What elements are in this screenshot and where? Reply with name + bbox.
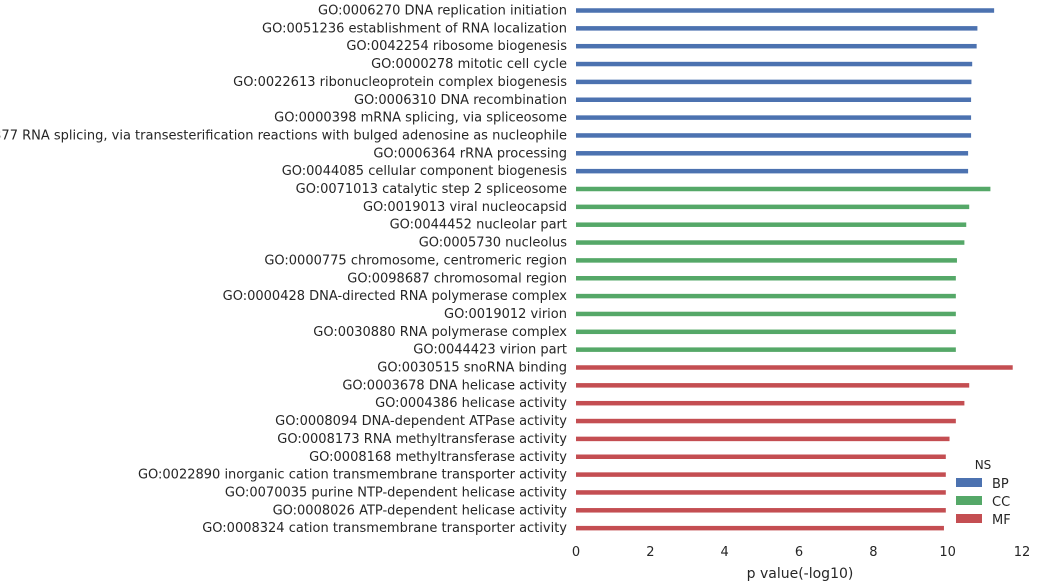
bar-bp-1 <box>576 26 978 31</box>
bars <box>576 8 1013 531</box>
bar-cc-13 <box>576 240 965 245</box>
category-label: GO:0006364 rRNA processing <box>373 146 567 161</box>
legend: NS BP CC MF <box>956 458 1011 528</box>
bar-mf-25 <box>576 454 946 459</box>
x-tick-label: 6 <box>795 545 803 560</box>
category-label: GO:0022890 inorganic cation transmembran… <box>138 468 567 483</box>
category-label: GO:0000278 mitotic cell cycle <box>371 57 567 72</box>
category-label: GO:0019013 viral nucleocapsid <box>363 200 567 215</box>
category-label: GO:0044423 virion part <box>413 343 567 358</box>
bar-bp-9 <box>576 168 969 174</box>
bar-cc-18 <box>576 329 956 335</box>
bar-cc-16 <box>576 293 956 299</box>
x-tick-label: 10 <box>939 545 956 560</box>
bar-bp-6 <box>576 115 972 120</box>
bar-bp-5 <box>576 97 972 102</box>
legend-label-bp: BP <box>992 477 1009 492</box>
bar-mf-27 <box>576 490 946 495</box>
category-label: GO:0000377 RNA splicing, via transesteri… <box>0 128 567 143</box>
bar-cc-11 <box>576 204 970 210</box>
x-tick-label: 2 <box>646 545 654 560</box>
category-label: GO:0000775 chromosome, centromeric regio… <box>264 253 567 268</box>
bar-bp-2 <box>576 43 977 49</box>
category-label: GO:0008026 ATP-dependent helicase activi… <box>273 503 568 518</box>
legend-label-cc: CC <box>992 495 1010 510</box>
legend-label-mf: MF <box>992 513 1011 528</box>
category-label: GO:0098687 chromosomal region <box>347 271 567 286</box>
category-label: GO:0005730 nucleolus <box>419 236 568 251</box>
category-label: GO:0008173 RNA methyltransferase activit… <box>277 432 567 447</box>
category-label: GO:0008324 cation transmembrane transpor… <box>202 521 567 536</box>
bar-mf-29 <box>576 525 944 531</box>
category-label: GO:0070035 purine NTP-dependent helicase… <box>225 485 567 500</box>
category-label: GO:0022613 ribonucleoprotein complex bio… <box>233 75 567 90</box>
category-label: GO:0044452 nucleolar part <box>390 218 567 233</box>
category-label: GO:0000428 DNA-directed RNA polymerase c… <box>223 289 568 304</box>
bar-bp-8 <box>576 151 969 156</box>
bar-mf-22 <box>576 400 965 406</box>
bar-cc-12 <box>576 222 967 227</box>
x-tick-label: 0 <box>572 545 580 560</box>
category-label: GO:0006310 DNA recombination <box>354 93 567 108</box>
category-label: GO:0006270 DNA replication initiation <box>318 4 567 19</box>
x-tick-label: 8 <box>869 545 877 560</box>
category-label: GO:0000398 mRNA splicing, via spliceosom… <box>274 111 567 126</box>
bar-bp-0 <box>576 8 995 13</box>
legend-swatch-mf <box>956 514 982 523</box>
category-label: GO:0019012 virion <box>444 307 567 322</box>
legend-swatch-cc <box>956 496 982 505</box>
category-label: GO:0030515 snoRNA binding <box>377 361 567 376</box>
bar-mf-23 <box>576 418 956 424</box>
bar-mf-26 <box>576 472 946 477</box>
bar-mf-21 <box>576 383 970 388</box>
category-label: GO:0003678 DNA helicase activity <box>342 378 567 393</box>
category-label: GO:0030880 RNA polymerase complex <box>313 325 567 340</box>
legend-swatch-bp <box>956 478 982 487</box>
bar-cc-19 <box>576 347 956 352</box>
bar-bp-3 <box>576 61 973 67</box>
category-label: GO:0008168 methyltransferase activity <box>309 450 567 465</box>
bar-cc-17 <box>576 311 956 317</box>
category-label: GO:0008094 DNA-dependent ATPase activity <box>275 414 567 429</box>
bar-bp-4 <box>576 79 972 85</box>
bar-cc-15 <box>576 276 956 281</box>
bar-bp-7 <box>576 133 972 138</box>
bar-mf-24 <box>576 436 950 442</box>
bar-cc-10 <box>576 186 991 192</box>
bar-cc-14 <box>576 258 957 263</box>
x-axis-title: p value(-log10) <box>747 566 854 582</box>
category-label: GO:0044085 cellular component biogenesis <box>282 164 568 179</box>
category-label: GO:0004386 helicase activity <box>375 396 567 411</box>
category-label: GO:0042254 ribosome biogenesis <box>346 39 567 54</box>
category-labels: GO:0006270 DNA replication initiation GO:… <box>0 4 567 537</box>
category-label: GO:0051236 establishment of RNA localiza… <box>262 21 567 36</box>
x-tick-label: 12 <box>1014 545 1031 560</box>
bar-mf-20 <box>576 365 1013 370</box>
category-label: GO:0071013 catalytic step 2 spliceosome <box>296 182 567 197</box>
legend-title: NS <box>975 458 992 472</box>
x-tick-label: 4 <box>721 545 729 560</box>
x-axis-ticks: 0 2 4 6 8 10 12 <box>572 545 1030 560</box>
bar-mf-28 <box>576 508 946 513</box>
